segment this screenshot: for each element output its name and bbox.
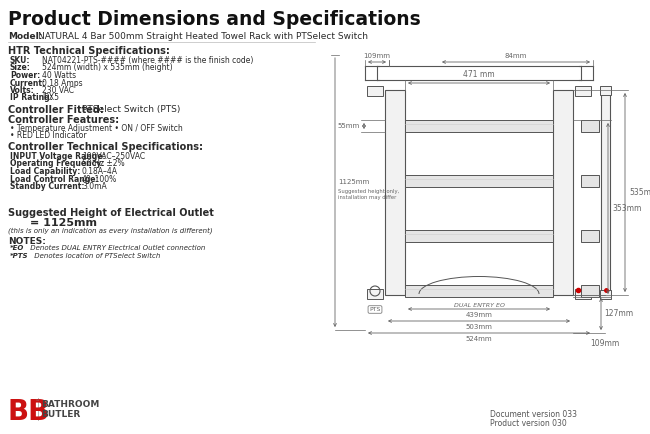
- Text: Suggested Height of Electrical Outlet: Suggested Height of Electrical Outlet: [8, 207, 214, 217]
- Text: Controller Features:: Controller Features:: [8, 115, 119, 125]
- Text: 503mm: 503mm: [465, 324, 493, 330]
- Text: IPX5: IPX5: [42, 93, 59, 102]
- Text: 471 mm: 471 mm: [463, 70, 495, 79]
- Text: 353mm: 353mm: [612, 204, 642, 213]
- Text: (this is only an indication as every installation is different): (this is only an indication as every ins…: [8, 227, 213, 234]
- Bar: [580, 120, 599, 132]
- Text: 535mm: 535mm: [629, 188, 650, 197]
- Text: 0.18A–4A: 0.18A–4A: [82, 167, 118, 176]
- Text: *PTS: *PTS: [10, 253, 29, 259]
- Bar: [599, 290, 610, 299]
- Text: Controller Technical Specifications:: Controller Technical Specifications:: [8, 142, 203, 152]
- Bar: [553, 90, 573, 295]
- Bar: [580, 175, 599, 187]
- Bar: [405, 175, 553, 187]
- Text: BUTLER: BUTLER: [41, 410, 80, 419]
- Text: *EO: *EO: [10, 246, 25, 251]
- Bar: [367, 289, 383, 299]
- Text: Suggested height only,
installation may differ: Suggested height only, installation may …: [338, 189, 399, 200]
- Text: INPUT Voltage Range:: INPUT Voltage Range:: [10, 152, 105, 161]
- Text: Load Control Range:: Load Control Range:: [10, 174, 99, 184]
- Text: PTS: PTS: [369, 307, 381, 312]
- Text: 1125mm: 1125mm: [338, 180, 369, 185]
- Text: 524mm (width) x 535mm (height): 524mm (width) x 535mm (height): [42, 63, 173, 72]
- Text: NAT04221-PTS-#### (where #### is the finish code): NAT04221-PTS-#### (where #### is the fin…: [42, 56, 254, 65]
- Bar: [385, 90, 405, 295]
- Text: 84mm: 84mm: [505, 53, 527, 59]
- Text: 127mm: 127mm: [604, 309, 633, 319]
- Text: DUAL ENTRY EO: DUAL ENTRY EO: [454, 303, 504, 308]
- Text: ™: ™: [34, 399, 39, 404]
- Bar: [405, 120, 553, 132]
- Bar: [601, 90, 610, 295]
- Text: Size:: Size:: [10, 63, 31, 72]
- Text: 439mm: 439mm: [465, 312, 493, 318]
- Bar: [405, 285, 553, 297]
- Text: 109mm: 109mm: [363, 53, 391, 59]
- Text: Denotes DUAL ENTRY Electrical Outlet connection: Denotes DUAL ENTRY Electrical Outlet con…: [28, 246, 205, 251]
- Text: 190VAC–250VAC: 190VAC–250VAC: [82, 152, 145, 161]
- Text: Volts:: Volts:: [10, 86, 34, 95]
- Text: Document version 033: Document version 033: [490, 410, 577, 419]
- Text: Denotes location of PTSelect Switch: Denotes location of PTSelect Switch: [32, 253, 161, 259]
- Text: 524mm: 524mm: [465, 336, 492, 342]
- Text: Controller Fitted:: Controller Fitted:: [8, 105, 104, 115]
- Text: Power:: Power:: [10, 71, 40, 80]
- Text: HTR Technical Specifications:: HTR Technical Specifications:: [8, 46, 170, 56]
- Bar: [580, 230, 599, 242]
- Text: 109mm: 109mm: [590, 339, 619, 348]
- Bar: [599, 86, 610, 95]
- Text: PTSelect Switch (PTS): PTSelect Switch (PTS): [82, 105, 181, 114]
- Text: Operating Frequency:: Operating Frequency:: [10, 160, 105, 168]
- Text: 50 Hz ±2%: 50 Hz ±2%: [82, 160, 125, 168]
- Text: NOTES:: NOTES:: [8, 237, 46, 246]
- Bar: [580, 285, 599, 297]
- Bar: [367, 86, 383, 96]
- Bar: [575, 86, 591, 96]
- Text: 55mm: 55mm: [338, 123, 360, 129]
- Text: Standby Current:: Standby Current:: [10, 182, 84, 191]
- Bar: [575, 289, 591, 299]
- Text: Product version 030: Product version 030: [490, 419, 567, 428]
- Text: Load Capability:: Load Capability:: [10, 167, 81, 176]
- Text: BB: BB: [8, 398, 50, 426]
- Text: BATHROOM: BATHROOM: [41, 400, 99, 409]
- Text: 40–100%: 40–100%: [82, 174, 117, 184]
- Bar: [405, 230, 553, 242]
- Text: Model:: Model:: [8, 32, 42, 41]
- Text: Current:: Current:: [10, 79, 46, 88]
- Text: SKU:: SKU:: [10, 56, 31, 65]
- Text: 3.0mA: 3.0mA: [82, 182, 107, 191]
- Text: 230 VAC: 230 VAC: [42, 86, 74, 95]
- Text: NATURAL 4 Bar 500mm Straight Heated Towel Rack with PTSelect Switch: NATURAL 4 Bar 500mm Straight Heated Towe…: [38, 32, 368, 41]
- Text: • Temperature Adjustment • ON / OFF Switch: • Temperature Adjustment • ON / OFF Swit…: [10, 124, 183, 133]
- Text: IP Rating:: IP Rating:: [10, 93, 53, 102]
- Text: 0.18 Amps: 0.18 Amps: [42, 79, 83, 88]
- Text: • RED LED Indicator: • RED LED Indicator: [10, 131, 86, 140]
- Text: 40 Watts: 40 Watts: [42, 71, 76, 80]
- Text: Product Dimensions and Specifications: Product Dimensions and Specifications: [8, 10, 421, 29]
- Text: = 1125mm: = 1125mm: [30, 217, 97, 227]
